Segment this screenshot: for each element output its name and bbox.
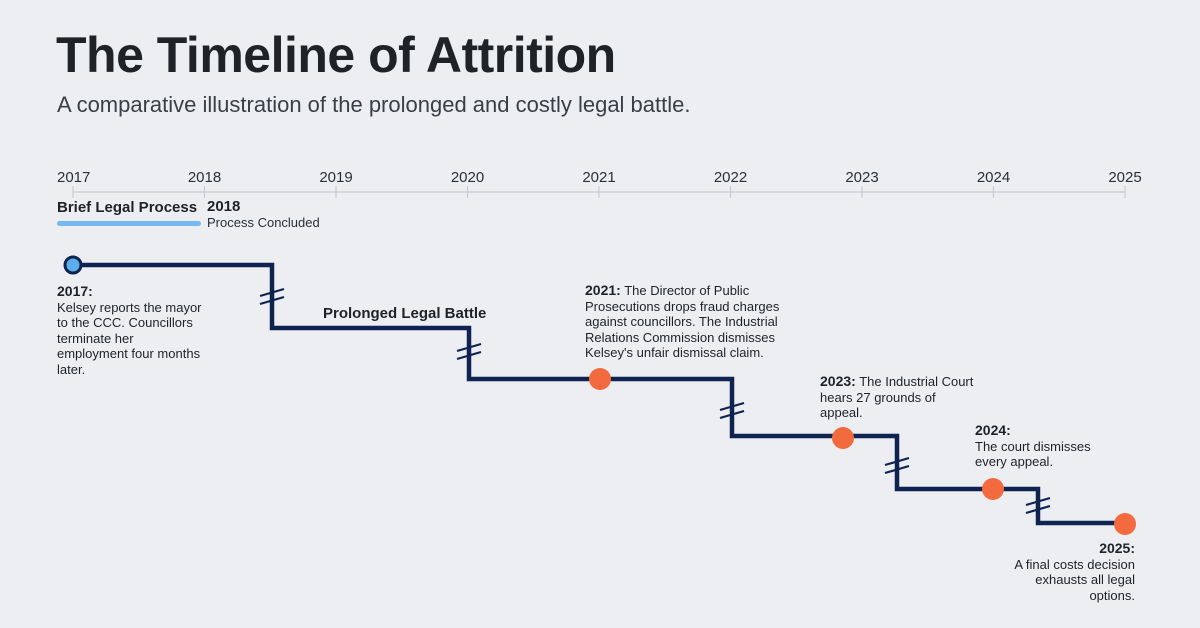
year-label: 2025: [1108, 169, 1141, 186]
year-label: 2019: [319, 169, 352, 186]
start-marker-2017: [63, 255, 83, 275]
break-mark: [1025, 496, 1051, 515]
prolonged-battle-line: [73, 262, 1125, 526]
event-marker-2021: [589, 368, 611, 390]
event-year: 2021:: [585, 282, 621, 298]
year-label: 2017: [57, 169, 90, 186]
brief-process-status: Process Concluded: [207, 215, 320, 230]
event-text: The court dismisses every appeal.: [975, 438, 1091, 470]
year-label: 2022: [714, 169, 747, 186]
break-mark: [456, 342, 482, 361]
event-text: A final costs decision exhausts all lega…: [1014, 556, 1135, 603]
event-marker-2025: [1114, 513, 1136, 535]
break-mark: [259, 287, 285, 306]
event-2021: 2021: The Director of Public Prosecution…: [585, 282, 795, 361]
event-2023: 2023: The Industrial Court hears 27 grou…: [820, 373, 975, 421]
year-label: 2023: [845, 169, 878, 186]
event-text: The Industrial Court hears 27 grounds of…: [820, 374, 974, 420]
page-title: The Timeline of Attrition: [56, 27, 616, 83]
event-2025: 2025: A final costs decision exhausts al…: [1010, 540, 1135, 603]
event-2017: 2017: Kelsey reports the mayor to the CC…: [57, 283, 207, 377]
page-subtitle: A comparative illustration of the prolon…: [57, 92, 691, 117]
event-marker-2023: [832, 427, 854, 449]
brief-process-end-year: 2018: [207, 198, 241, 215]
year-label: 2021: [582, 169, 615, 186]
break-mark: [719, 401, 745, 420]
brief-process-label: Brief Legal Process: [57, 199, 198, 216]
event-year: 2023:: [820, 373, 856, 389]
break-mark: [884, 456, 910, 475]
year-label: 2024: [977, 169, 1010, 186]
event-marker-2024: [982, 478, 1004, 500]
event-year: 2017:: [57, 283, 93, 299]
event-year: 2025:: [1099, 540, 1135, 556]
event-text: The Director of Public Prosecutions drop…: [585, 283, 780, 360]
brief-process-bar: [57, 221, 201, 226]
year-axis: 2017 2018 2019 2020 2021 2022 2023 2024 2025: [57, 169, 1142, 198]
year-ticks: 2017 2018 2019 2020 2021 2022 2023 2024 2025: [57, 169, 1142, 198]
year-label: 2020: [451, 169, 484, 186]
year-label: 2018: [188, 169, 221, 186]
prolonged-battle-label: Prolonged Legal Battle: [323, 305, 487, 322]
event-year: 2024:: [975, 422, 1011, 438]
event-2024: 2024: The court dismisses every appeal.: [975, 422, 1110, 470]
event-text: Kelsey reports the mayor to the CCC. Cou…: [57, 299, 202, 377]
